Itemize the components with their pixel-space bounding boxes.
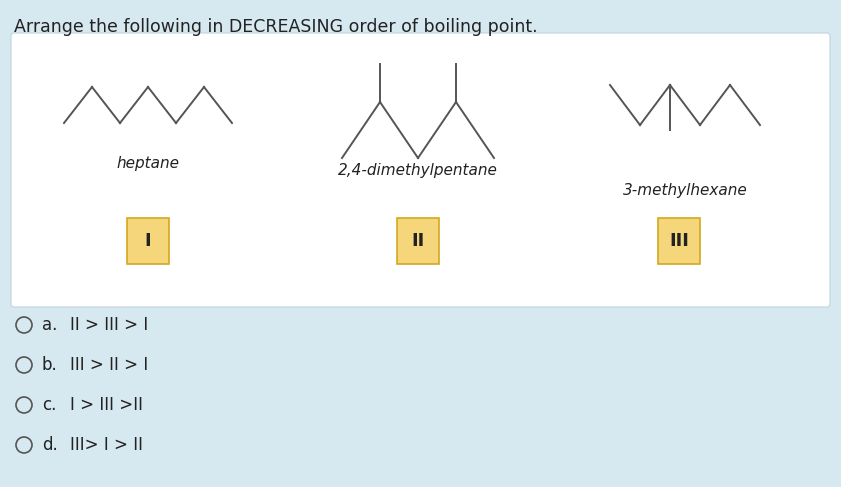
Text: a.: a. [42,316,57,334]
Text: c.: c. [42,396,56,414]
Text: b.: b. [42,356,58,374]
FancyBboxPatch shape [127,218,169,264]
FancyBboxPatch shape [397,218,439,264]
Text: d.: d. [42,436,58,454]
Text: II: II [411,232,425,250]
Text: heptane: heptane [117,156,179,171]
Text: 2,4-dimethylpentane: 2,4-dimethylpentane [338,163,498,178]
Text: I > III >II: I > III >II [70,396,143,414]
Text: III: III [669,232,689,250]
FancyBboxPatch shape [11,33,830,307]
Text: II > III > I: II > III > I [70,316,148,334]
Text: 3-methylhexane: 3-methylhexane [622,183,748,198]
Text: III > II > I: III > II > I [70,356,148,374]
FancyBboxPatch shape [658,218,700,264]
Text: I: I [145,232,151,250]
Text: III> I > II: III> I > II [70,436,143,454]
Text: Arrange the following in DECREASING order of boiling point.: Arrange the following in DECREASING orde… [14,18,537,36]
